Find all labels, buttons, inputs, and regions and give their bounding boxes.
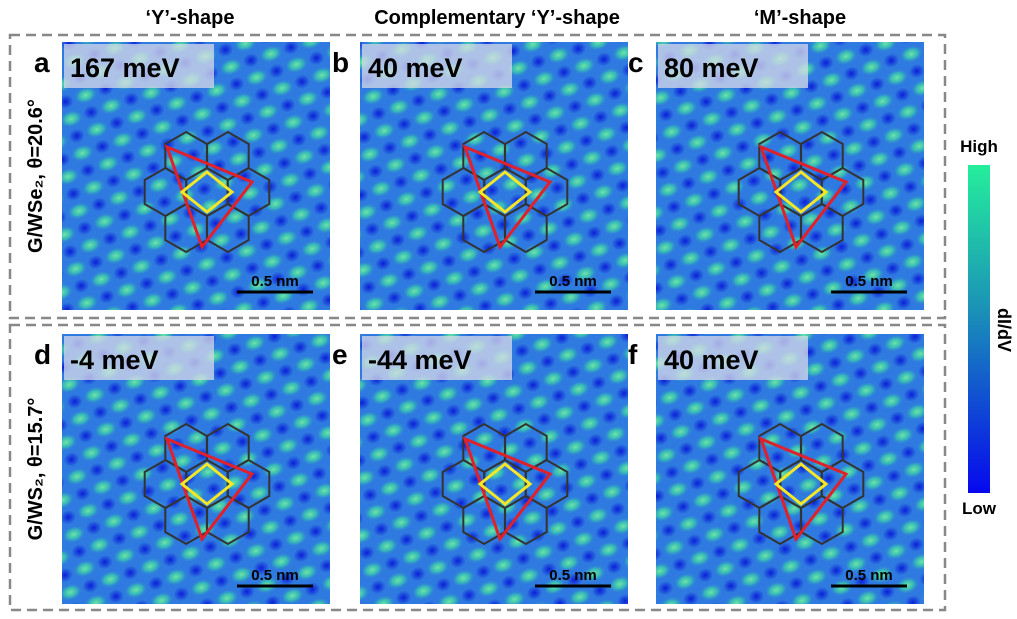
colorbar-low: Low bbox=[962, 499, 997, 518]
panel: -44 meV e 0.5 nm bbox=[332, 334, 628, 604]
column-header: ‘Y’-shape bbox=[146, 7, 235, 29]
colorbar bbox=[968, 165, 990, 493]
energy-label: 40 meV bbox=[368, 53, 463, 83]
scale-bar-label: 0.5 nm bbox=[251, 567, 299, 584]
panel: -4 meV d 0.5 nm bbox=[34, 334, 330, 604]
panel: 80 meV c 0.5 nm bbox=[628, 42, 924, 310]
panel: 167 meV a 0.5 nm bbox=[34, 42, 330, 310]
scale-bar-label: 0.5 nm bbox=[549, 567, 597, 584]
row-label: G/WS₂, θ=15.7° bbox=[25, 398, 47, 541]
energy-label: 40 meV bbox=[664, 345, 759, 375]
scale-bar-label: 0.5 nm bbox=[251, 273, 299, 290]
scale-bar-label: 0.5 nm bbox=[549, 273, 597, 290]
energy-label: -44 meV bbox=[368, 345, 472, 375]
energy-label: -4 meV bbox=[70, 345, 159, 375]
panel-letter: c bbox=[628, 47, 644, 78]
panel-letter: d bbox=[34, 339, 51, 370]
energy-label: 167 meV bbox=[70, 53, 180, 83]
panel-letter: a bbox=[34, 47, 50, 78]
colorbar-high: High bbox=[960, 137, 998, 156]
column-header: ‘M’-shape bbox=[754, 7, 846, 29]
panel: 40 meV b 0.5 nm bbox=[332, 42, 628, 310]
figure: High Low dI/dV ‘Y’-shape Complementary ‘Y… bbox=[0, 0, 1017, 614]
row-label: G/WSe₂, θ=20.6° bbox=[25, 99, 47, 253]
panel: 40 meV f 0.5 nm bbox=[628, 334, 924, 604]
colorbar-label: dI/dV bbox=[994, 308, 1014, 352]
panel-letter: b bbox=[332, 47, 349, 78]
column-header: Complementary ‘Y’-shape bbox=[374, 7, 620, 29]
panel-letter: e bbox=[332, 339, 348, 370]
scale-bar-label: 0.5 nm bbox=[845, 567, 893, 584]
scale-bar-label: 0.5 nm bbox=[845, 273, 893, 290]
panel-letter: f bbox=[628, 339, 638, 370]
energy-label: 80 meV bbox=[664, 53, 759, 83]
